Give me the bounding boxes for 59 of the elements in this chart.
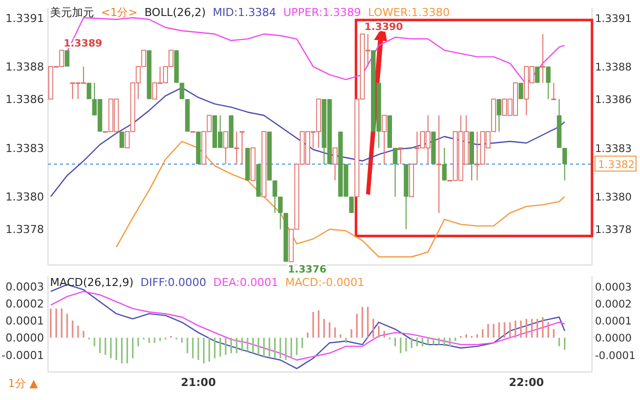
- candlestick: [442, 147, 447, 181]
- text: LOWER:1.3380: [368, 6, 450, 19]
- y-tick-label: 0.0003: [6, 280, 44, 294]
- chart-title: MACD(26,12,9): [50, 276, 134, 289]
- y2-tick-label: 1.3388: [595, 62, 632, 74]
- y2-tick-label: 1.3391: [595, 12, 632, 25]
- chart-subtitle: <1分>: [101, 6, 138, 19]
- candlestick: [382, 114, 387, 165]
- y2-tick-label: -0.0001: [595, 350, 636, 362]
- candlestick: [349, 196, 354, 214]
- text: MID:1.3384: [212, 6, 276, 19]
- y-tick-label: 0.0001: [6, 314, 44, 328]
- candlestick: [120, 131, 124, 148]
- y-tick-label: 1.3383: [6, 142, 44, 155]
- y2-tick-label: 1.3380: [595, 192, 632, 204]
- ref-line-label: 1.3382: [598, 159, 635, 172]
- y2-tick-label: 0.0000: [595, 332, 632, 345]
- candlestick: [332, 147, 338, 181]
- y-tick-label: 1.3380: [6, 190, 44, 204]
- y-tick-label: 1.3388: [6, 60, 44, 74]
- x-axis-title: 1分 ▲: [8, 377, 38, 390]
- line-series: [50, 87, 566, 198]
- chart-title: 美元加元: [50, 6, 94, 19]
- candlestick: [392, 147, 398, 198]
- candlestick: [546, 66, 551, 100]
- x-tick-label: 21:00: [180, 376, 216, 389]
- annotation: BOLL(26,2): [144, 6, 206, 19]
- candlestick: [562, 147, 567, 181]
- candlestick: [278, 196, 283, 230]
- annotation: 1.3376: [288, 264, 326, 276]
- y-tick-label: 0.0000: [6, 332, 44, 345]
- y-tick-label: 0.0002: [6, 297, 44, 310]
- y2-tick-label: 1.3378: [595, 224, 632, 236]
- text: DEA:0.0001: [213, 276, 278, 289]
- candlestick: [436, 114, 442, 214]
- y2-tick-label: 1.3386: [595, 94, 632, 106]
- candlestick: [272, 180, 278, 214]
- y2-tick-label: 0.0002: [595, 298, 632, 310]
- candlestick: [540, 34, 546, 84]
- candlestick: [223, 131, 228, 165]
- line-series: [116, 140, 566, 258]
- y2-tick-label: 0.0001: [595, 316, 632, 328]
- y2-tick-label: 0.0003: [595, 281, 632, 294]
- candlestick: [551, 82, 556, 100]
- y-tick-label: 1.3386: [6, 93, 44, 106]
- y2-tick-label: 1.3383: [595, 142, 632, 155]
- candlestick: [398, 147, 404, 165]
- line-series: [50, 290, 566, 361]
- x-tick-label: 22:00: [508, 376, 544, 389]
- series-label: MACD:-0.0001: [285, 276, 364, 289]
- series-label: UPPER:1.3389: [283, 6, 361, 19]
- y-tick-label: -0.0001: [2, 348, 44, 362]
- candlestick: [234, 131, 240, 165]
- y-tick-label: 1.3378: [6, 223, 44, 236]
- candlestick: [535, 66, 540, 84]
- y-tick-label: 1.3391: [6, 12, 44, 25]
- candlestick: [496, 98, 502, 132]
- text: DIFF:0.0000: [140, 276, 206, 289]
- candlestick: [240, 131, 245, 165]
